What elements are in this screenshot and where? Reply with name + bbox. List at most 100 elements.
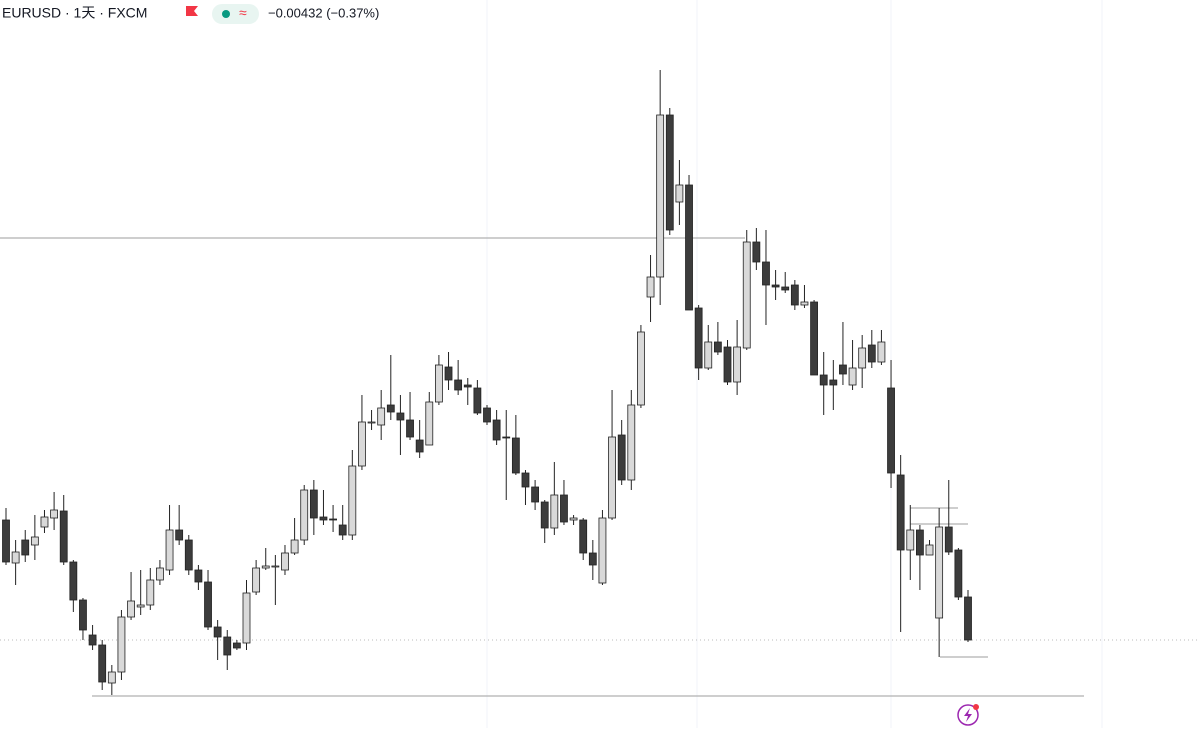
candle-body — [338, 524, 347, 536]
candle-body — [935, 526, 944, 619]
candle-body — [21, 539, 30, 556]
candle-body — [386, 404, 395, 413]
candle-body — [107, 671, 116, 684]
candle-body — [463, 384, 472, 388]
candle-body — [454, 379, 463, 391]
candle-body — [59, 510, 68, 563]
candle-body — [290, 539, 299, 554]
candle-body — [742, 241, 751, 349]
candle-body — [434, 364, 443, 403]
candle-body — [252, 567, 261, 593]
candle-body — [358, 421, 366, 467]
candle-body — [204, 581, 212, 628]
candle-body — [733, 346, 742, 383]
candle-body — [685, 184, 693, 311]
grid — [486, 0, 1103, 728]
candle-body — [319, 516, 328, 521]
candle-body — [713, 341, 722, 353]
candle-body — [79, 599, 87, 631]
candle-body — [944, 526, 953, 553]
candle-body — [232, 642, 241, 649]
candle-body — [598, 517, 607, 584]
candle-body — [492, 419, 501, 441]
candle-body — [867, 344, 876, 363]
candle-body — [117, 616, 126, 673]
candle-body — [271, 565, 280, 568]
candle-body — [165, 529, 174, 571]
candle-body — [511, 437, 520, 474]
candle-body — [300, 489, 309, 541]
candle-body — [194, 569, 203, 583]
candle-body — [752, 241, 761, 263]
candle-body — [848, 367, 857, 386]
candle-body — [617, 434, 626, 481]
candle-body — [521, 472, 530, 488]
candle-body — [675, 184, 684, 203]
candle-body — [127, 600, 135, 618]
candle-body — [704, 341, 713, 369]
candle-body — [781, 286, 790, 291]
candle-body — [2, 519, 10, 563]
candle-body — [242, 592, 251, 644]
status-dot — [222, 10, 230, 18]
candle-body — [627, 404, 636, 481]
candle-body — [396, 412, 405, 421]
status-pill[interactable] — [212, 4, 259, 24]
candle-body — [896, 474, 905, 551]
candle-body — [502, 436, 511, 439]
candle-body — [30, 536, 39, 546]
candle-body — [50, 509, 58, 519]
candle-body — [560, 494, 568, 523]
candle-body — [665, 114, 674, 231]
lightning-button[interactable] — [957, 704, 979, 726]
candle-body — [146, 579, 155, 606]
candle-body — [887, 387, 895, 474]
candle-body — [261, 565, 270, 569]
candle-body — [829, 379, 838, 386]
change: −0.00432 (−0.37%) — [268, 5, 379, 20]
candle-body — [569, 517, 578, 521]
candle-body — [964, 596, 972, 641]
candle-body — [646, 276, 655, 298]
candle-body — [40, 516, 49, 528]
candle-body — [348, 465, 357, 536]
lightning-circle — [957, 704, 979, 726]
candle-body — [377, 407, 386, 426]
candle-body — [473, 387, 482, 414]
candle-body — [156, 567, 164, 581]
flag-icon[interactable] — [186, 6, 198, 16]
candle-body — [723, 346, 732, 383]
candle-body — [444, 366, 453, 381]
candle-body — [637, 331, 645, 406]
candle-body — [608, 436, 616, 519]
candle-body — [800, 301, 809, 306]
candle-body — [136, 604, 145, 608]
candle-body — [694, 307, 703, 369]
candle-body — [415, 439, 424, 453]
candle-body — [213, 626, 222, 638]
candle-body — [175, 529, 184, 541]
candle-body — [425, 401, 434, 446]
candle-body — [819, 374, 828, 386]
candle-body — [579, 519, 588, 554]
candle-body — [98, 644, 107, 683]
lightning-icon — [964, 708, 972, 722]
notification-dot — [973, 704, 979, 710]
candle-body — [406, 419, 414, 438]
candle-body — [954, 549, 963, 598]
candle-body — [839, 364, 847, 375]
candle-body — [906, 529, 915, 551]
candle-body — [531, 486, 539, 503]
candle-body — [656, 114, 665, 278]
candle-body — [367, 421, 376, 424]
candle-body — [69, 561, 78, 601]
candle-body — [550, 494, 559, 529]
status-icon: ≈ — [239, 5, 247, 21]
candle-body — [88, 634, 97, 646]
candle-body — [223, 636, 232, 656]
chart-title: EURUSD · 1天 · FXCM — [2, 5, 147, 21]
candle-body — [762, 261, 770, 286]
candle-body — [916, 529, 924, 556]
candle-body — [329, 518, 337, 521]
